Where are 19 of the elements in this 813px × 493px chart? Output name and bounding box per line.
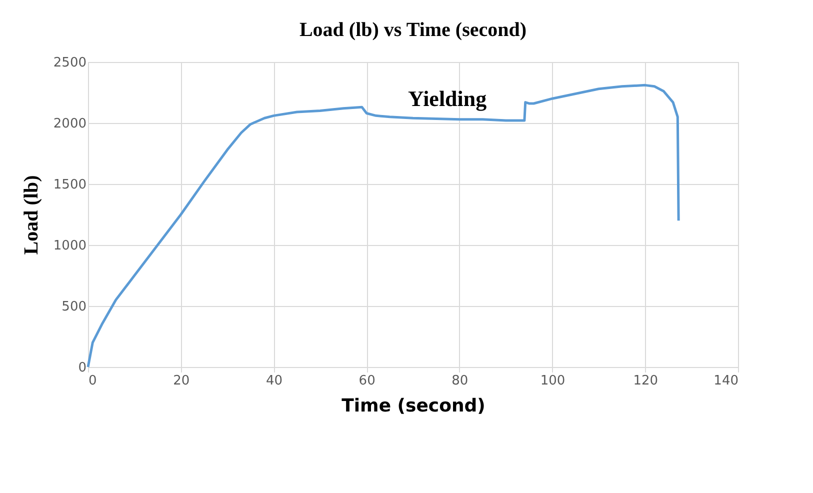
x-tick-label: 140 (714, 374, 738, 388)
x-axis-title: Time (second) (342, 396, 486, 416)
x-tick-label: 20 (173, 374, 190, 388)
y-tick-label: 2000 (53, 116, 86, 132)
y-axis-title: Load (lb) (20, 175, 42, 255)
x-tick-label: 120 (633, 374, 658, 388)
y-tick-label: 0 (78, 360, 86, 376)
x-tick-label: 60 (358, 374, 376, 388)
x-tick-label: 0 (88, 374, 97, 388)
y-tick-label: 1000 (53, 238, 86, 254)
x-tick-label: 80 (452, 374, 468, 388)
line-series (86, 84, 680, 368)
y-tick-label: 500 (62, 300, 86, 314)
x-tick-label: 100 (540, 374, 566, 388)
x-tick-label: 40 (266, 374, 282, 388)
y-tick-label: 2500 (53, 56, 86, 70)
y-tick-label: 1500 (53, 178, 86, 192)
chart-title: Load (lb) vs Time (second) (299, 19, 527, 41)
annotation: Yielding (408, 86, 487, 111)
